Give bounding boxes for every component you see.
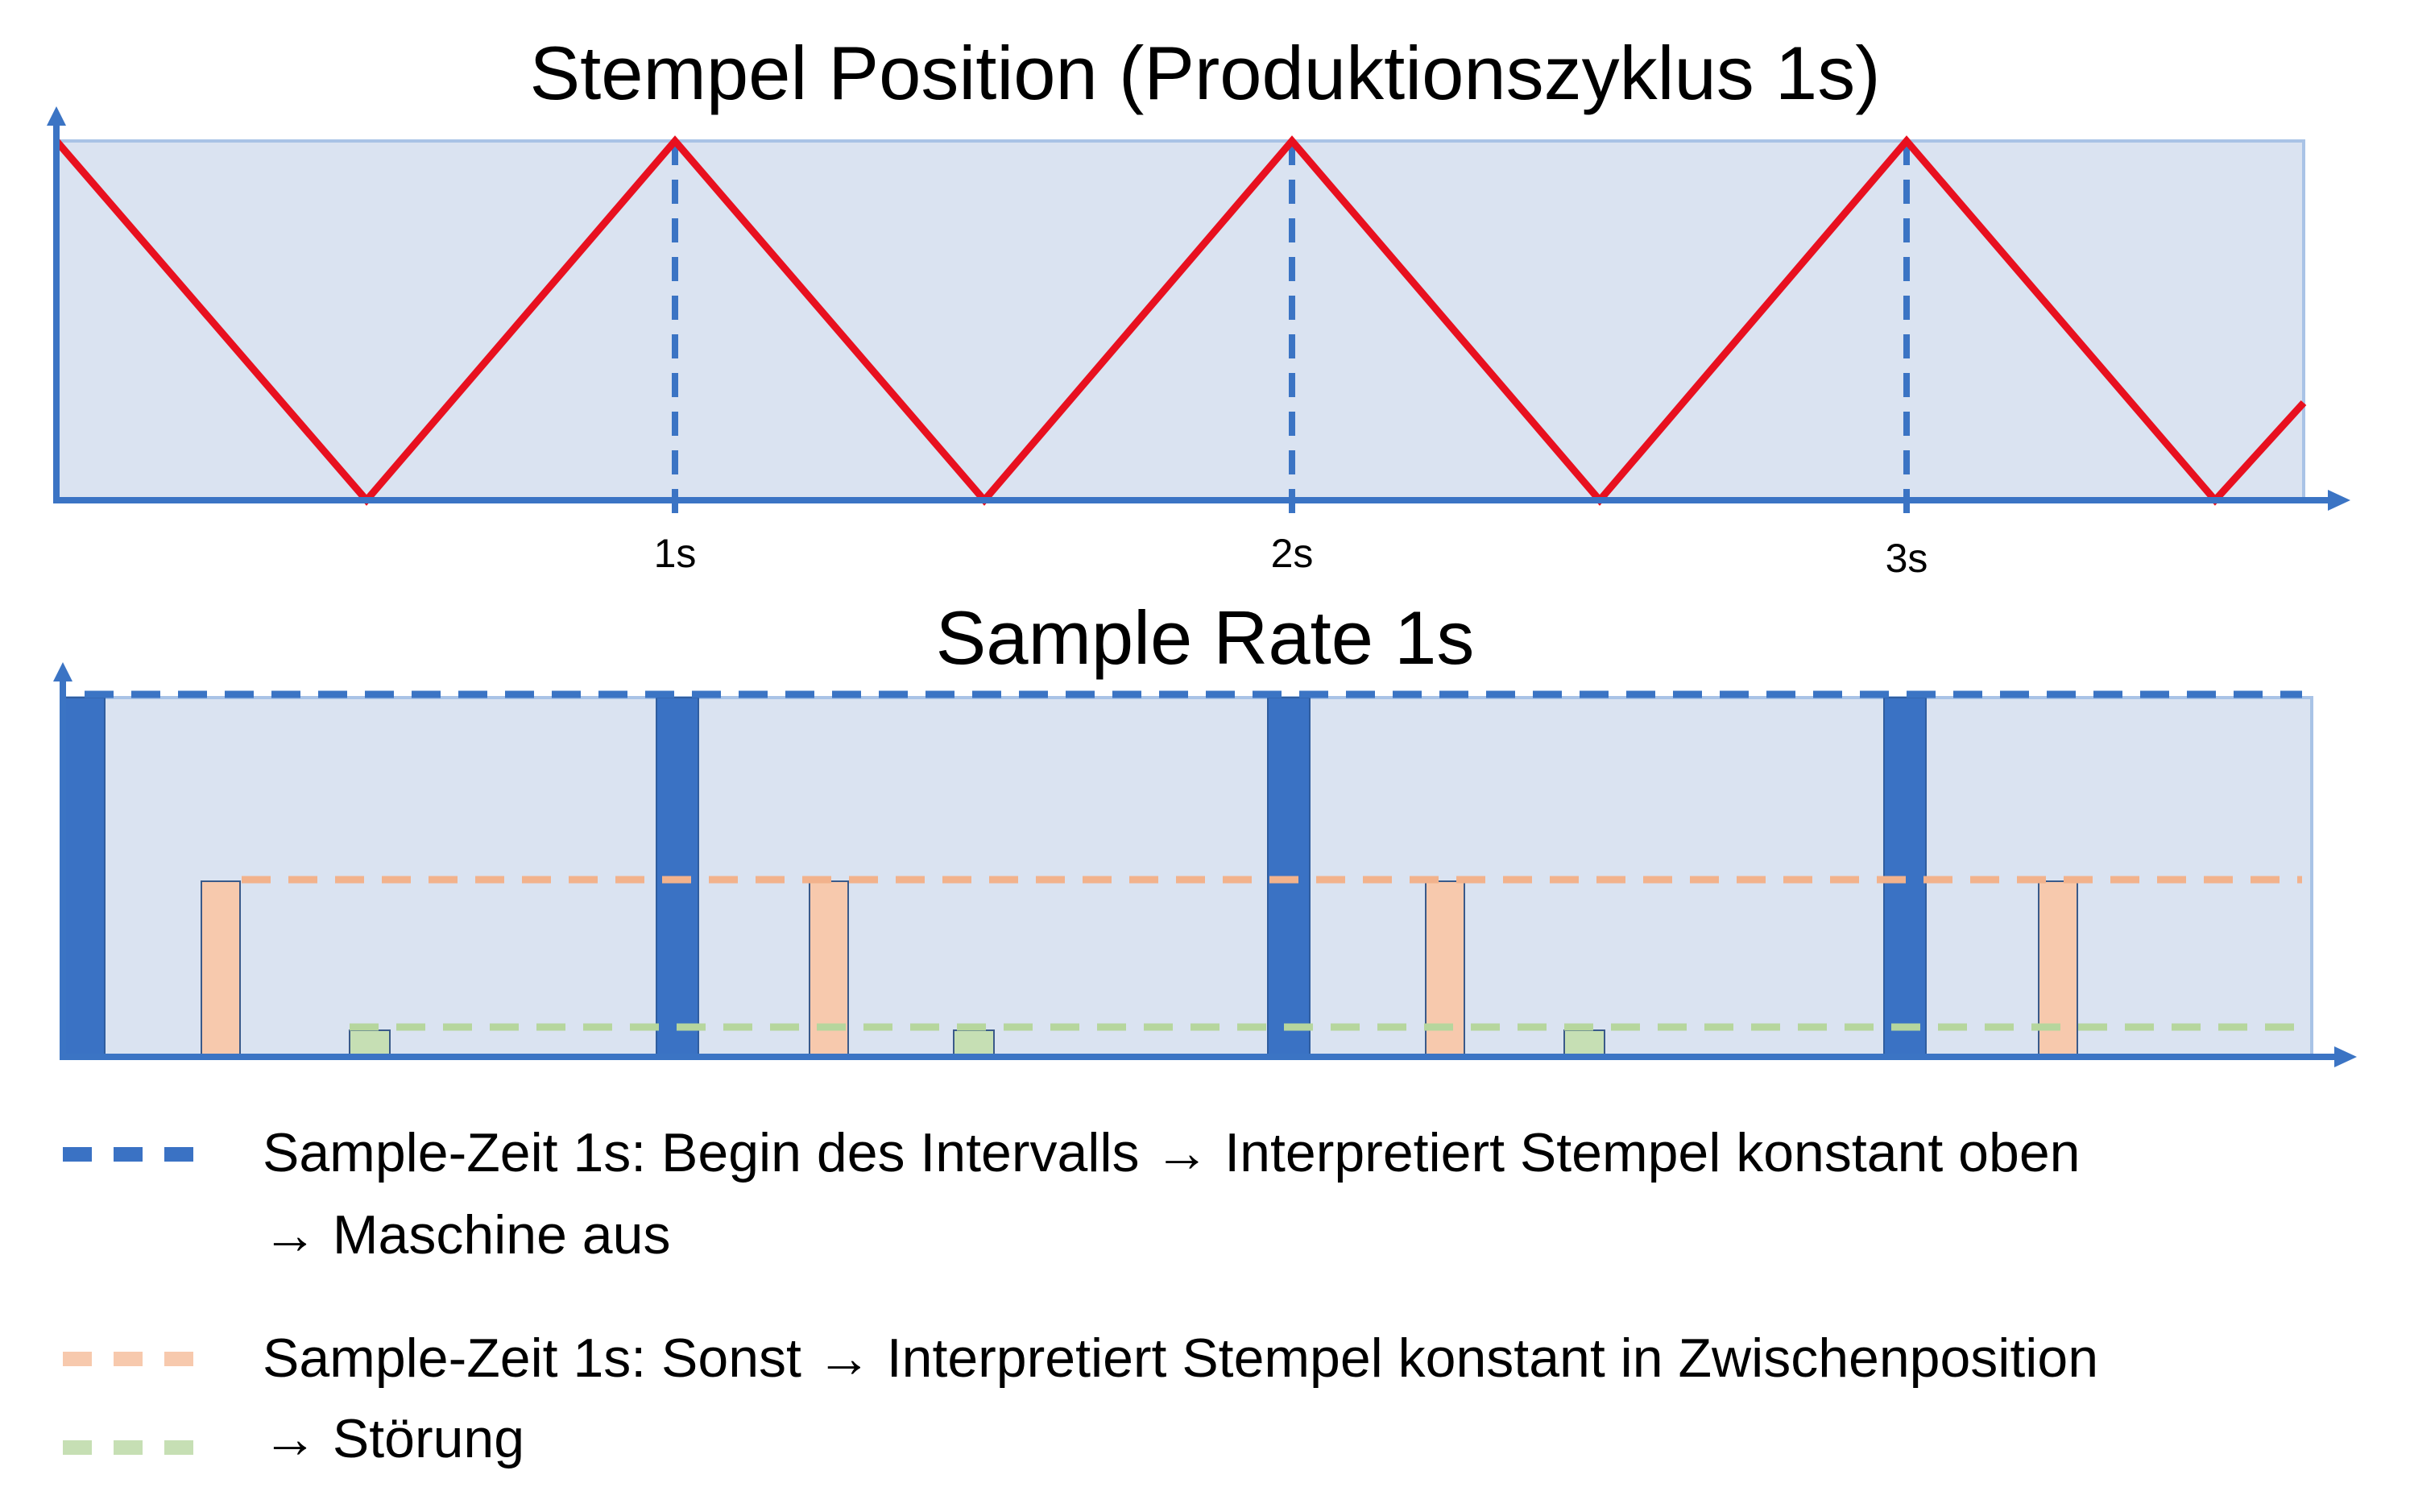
legend-swatch-blue bbox=[63, 1147, 193, 1162]
bottom-chart-title: Sample Rate 1s bbox=[935, 595, 1475, 680]
legend-text-green-line2: → Störung bbox=[263, 1408, 525, 1469]
legend-text-orange-line1: Sample-Zeit 1s: Sonst → Interpretiert St… bbox=[263, 1328, 2099, 1389]
tick-label-3s: 3s bbox=[1885, 536, 1928, 581]
legend-text-blue-line1: Sample-Zeit 1s: Begin des Intervalls → I… bbox=[263, 1122, 2081, 1183]
tick-label-1s: 1s bbox=[653, 531, 697, 576]
tick-label-2s: 2s bbox=[1270, 531, 1314, 576]
sample-bar-orange bbox=[201, 880, 241, 1058]
top-x-axis-arrow bbox=[2328, 490, 2350, 511]
sample-bar-blue bbox=[62, 697, 106, 1058]
legend-swatch-orange bbox=[63, 1352, 193, 1366]
legend-swatch-green bbox=[63, 1440, 193, 1455]
stempel-position-line bbox=[53, 135, 2307, 506]
sample-bar-green bbox=[1563, 1029, 1605, 1058]
bottom-x-axis-arrow bbox=[2334, 1046, 2357, 1067]
bottom-y-axis-arrow bbox=[53, 662, 72, 681]
legend-text-blue-line2: → Maschine aus bbox=[263, 1204, 671, 1266]
sample-bar-green bbox=[349, 1029, 391, 1058]
sample-bar-green bbox=[953, 1029, 995, 1058]
position-panel bbox=[55, 139, 2305, 502]
top-chart-title: Stempel Position (Produktionszyklus 1s) bbox=[529, 31, 1881, 115]
top-y-axis-arrow bbox=[47, 106, 66, 126]
